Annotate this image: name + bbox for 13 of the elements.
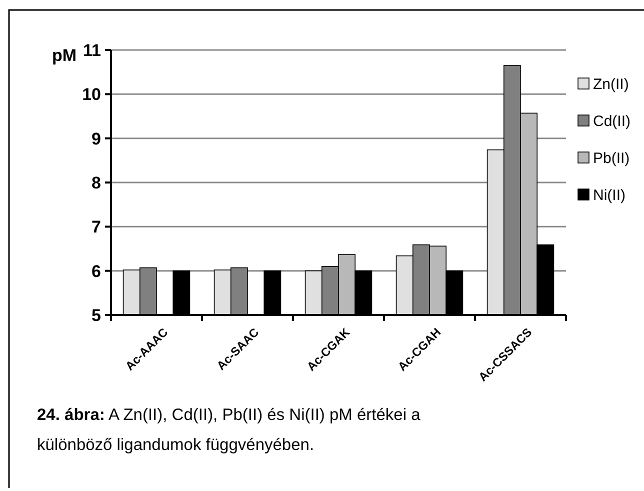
y-tick-label: 11 <box>83 41 101 60</box>
y-tick-label: 7 <box>92 218 101 237</box>
text: 24. ábra: A Zn(II), Cd(II), Pb(II) és Ni(II) pM értékei a különböző ligandumok függvényében. <box>37 406 422 454</box>
legend-label: Ni(II) <box>593 187 626 204</box>
y-tick-label: 8 <box>92 174 101 192</box>
y-tick-label: 5 <box>92 306 101 325</box>
legend-label: Zn(II) <box>593 76 629 93</box>
legend-label: Pb(II) <box>593 150 630 167</box>
y-tick-label: 9 <box>92 129 101 148</box>
legend-label: Cd(II) <box>593 113 631 130</box>
y-axis-title: pM <box>52 46 77 65</box>
y-tick-label: 10 <box>82 85 101 104</box>
y-tick-label: 6 <box>92 262 101 281</box>
